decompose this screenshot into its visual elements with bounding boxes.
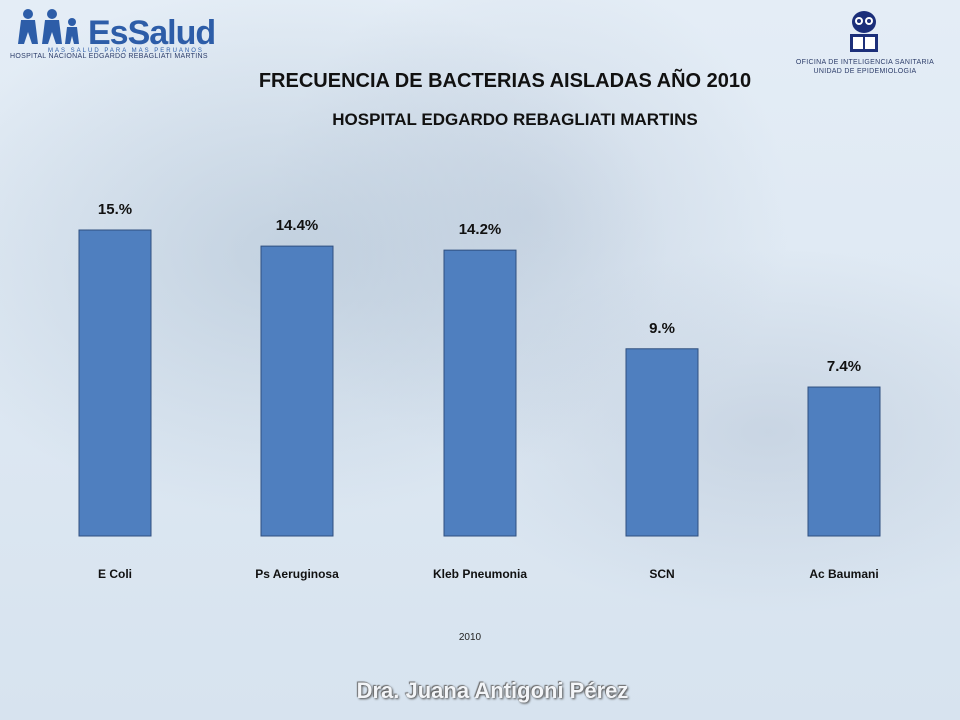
owl-book-icon	[850, 11, 878, 52]
logo-name: EsSalud	[88, 14, 216, 52]
data-label-3: 9.%	[649, 320, 675, 337]
category-label-3: SCN	[649, 567, 674, 581]
bar-2	[443, 249, 517, 537]
data-label-4: 7.4%	[827, 358, 861, 375]
logo-slogan: MAS SALUD PARA MAS PERUANOS	[48, 48, 204, 54]
category-label-4: Ac Baumani	[809, 567, 878, 581]
bar-0	[78, 229, 152, 537]
essalud-logo: EsSalud MAS SALUD PARA MAS PERUANOS	[8, 4, 248, 62]
category-label-1: Ps Aeruginosa	[255, 567, 339, 581]
bar-1	[260, 245, 334, 537]
data-label-1: 14.4%	[276, 217, 319, 234]
chart-title: FRECUENCIA DE BACTERIAS AISLADAS AÑO 201…	[258, 70, 752, 92]
x-axis-label: 2010	[459, 632, 482, 643]
hospital-name: HOSPITAL NACIONAL EDGARDO REBAGLIATI MAR…	[10, 53, 208, 60]
office-line-2: UNIDAD DE EPIDEMIOLOGIA	[813, 68, 917, 75]
family-icon	[18, 9, 79, 44]
office-line-1: OFICINA DE INTELIGENCIA SANITARIA	[795, 59, 935, 66]
bar-3	[625, 348, 699, 537]
bar-4	[807, 386, 881, 537]
category-label-2: Kleb Pneumonia	[433, 567, 527, 581]
data-label-2: 14.2%	[459, 221, 502, 238]
category-label-0: E Coli	[98, 567, 132, 581]
data-label-0: 15.%	[98, 201, 132, 218]
author-footer: Dra. Juana Antigoni Pérez	[356, 678, 629, 703]
chart-subtitle: HOSPITAL EDGARDO REBAGLIATI MARTINS	[332, 110, 698, 129]
office-name: OFICINA DE INTELIGENCIA SANITARIA UNIDAD…	[780, 58, 950, 76]
